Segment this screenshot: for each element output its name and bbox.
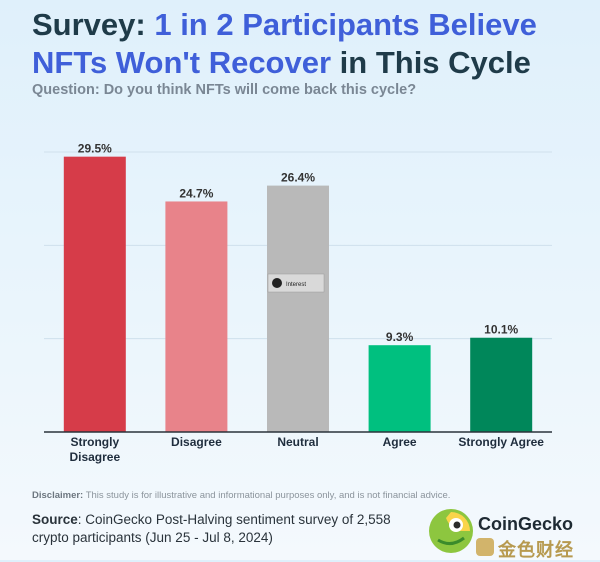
category-label-0: Strongly [70,435,119,449]
title-part-2: 1 in 2 Participants Believe NFTs Won't R… [32,7,537,80]
bar-0 [63,156,126,432]
category-label-2: Neutral [277,435,318,449]
brand-block: CoinGecko 金色财经 [428,504,598,560]
data-label-0: 29.5% [78,142,112,156]
coingecko-logo-icon [429,509,473,553]
bar-2 [267,185,329,432]
category-label-3: Agree [383,435,417,449]
watermark-icon [476,538,494,556]
chart-subtitle: Question: Do you think NFTs will come ba… [32,82,417,98]
category-label-4: Strongly Agree [458,435,544,449]
disclaimer-text: This study is for illustrative and infor… [83,490,451,501]
chart-title: Survey: 1 in 2 Participants Believe NFTs… [32,6,592,82]
data-label-3: 9.3% [386,330,414,344]
interest-tag [267,273,325,293]
bar-1 [165,201,228,432]
data-label-1: 24.7% [179,186,213,200]
interest-tag-icon [272,278,282,288]
disclaimer: Disclaimer: This study is for illustrati… [32,490,450,501]
bar-chart: 29.5%StronglyDisagree24.7%Disagree26.4%N… [44,142,552,464]
data-label-2: 26.4% [281,171,315,185]
source-note: Source: CoinGecko Post-Halving sentiment… [32,511,412,547]
disclaimer-label: Disclaimer: [32,490,84,501]
source-label: Source [32,512,78,527]
category-label-0: Disagree [69,450,120,464]
title-part-1: Survey: [32,7,155,42]
category-label-1: Disagree [171,435,222,449]
interest-tag-text: Interest [286,282,306,288]
watermark-text: 金色财经 [498,540,574,560]
bar-4 [470,337,533,432]
title-part-3: in This Cycle [331,45,531,80]
source-text: : CoinGecko Post-Halving sentiment surve… [32,512,391,545]
data-label-4: 10.1% [484,323,518,337]
bar-3 [368,345,431,432]
brand-name: CoinGecko [478,514,574,534]
